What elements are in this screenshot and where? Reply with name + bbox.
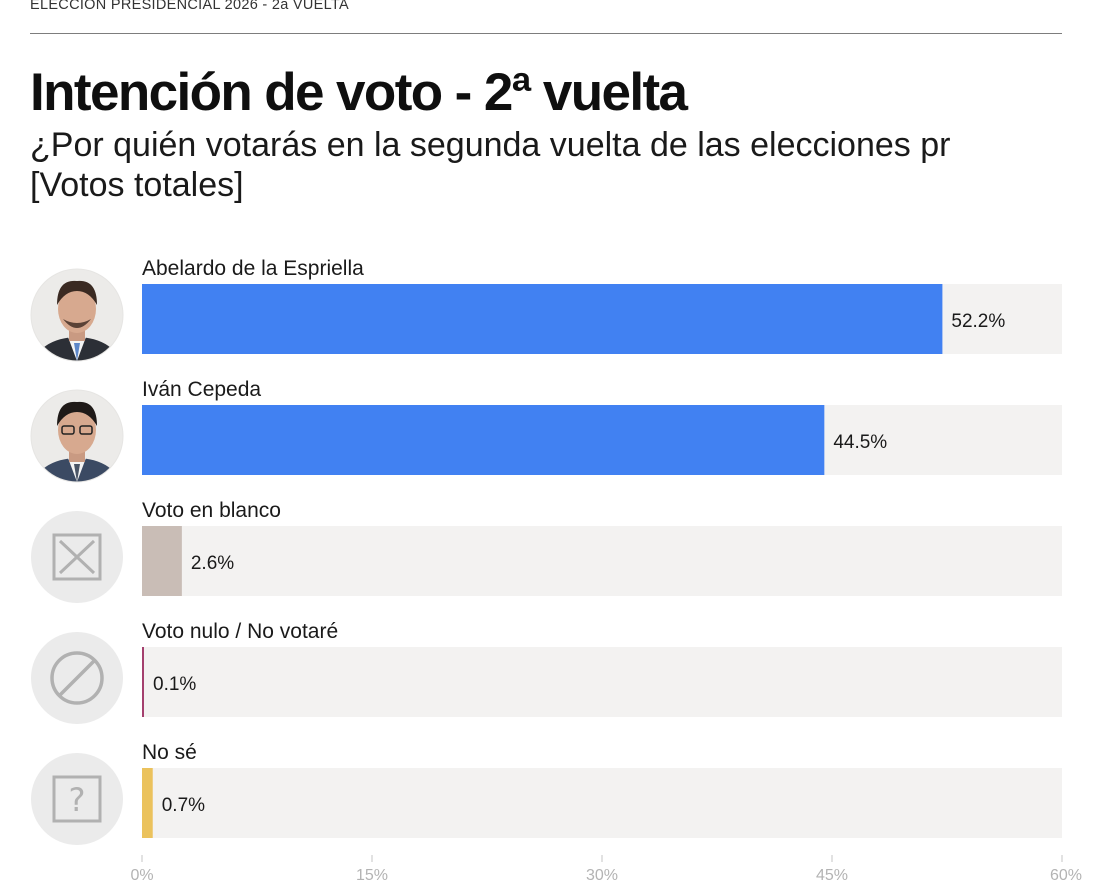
candidate-photo-0 xyxy=(30,268,124,362)
question-mark: ? xyxy=(69,781,86,819)
x-tick-label: 15% xyxy=(356,867,388,884)
category-label: Voto nulo / No votaré xyxy=(142,620,338,643)
value-label: 0.7% xyxy=(162,795,205,816)
chart-subtitle: ¿Por quién votarás en la segunda vuelta … xyxy=(30,125,1062,205)
bar xyxy=(142,284,943,354)
bar xyxy=(142,647,144,717)
category-label: Iván Cepeda xyxy=(142,378,261,401)
chart-title: Intención de voto - 2ª vuelta xyxy=(30,63,688,122)
category-label: No sé xyxy=(142,741,197,764)
bar-row: ? No sé 0.7% xyxy=(31,741,1062,845)
value-label: 52.2% xyxy=(951,311,1005,332)
bar-track xyxy=(142,647,1062,717)
bar xyxy=(142,526,182,596)
unknown-box xyxy=(52,775,102,823)
bar-track xyxy=(142,768,1062,838)
category-label: Voto en blanco xyxy=(142,499,281,522)
subtitle-line-1: ¿Por quién votarás en la segunda vuelta … xyxy=(30,126,951,164)
candidate-photo-1 xyxy=(30,389,124,483)
x-tick-label: 45% xyxy=(816,867,848,884)
bar-row: Voto en blanco 2.6% xyxy=(31,499,1062,603)
category-label: Abelardo de la Espriella xyxy=(142,257,364,280)
null-vote-ring xyxy=(50,651,104,705)
bar-row: Iván Cepeda 44.5% xyxy=(30,378,1062,483)
value-label: 44.5% xyxy=(833,432,887,453)
x-tick-label: 30% xyxy=(586,867,618,884)
x-tick-label: 0% xyxy=(130,867,153,884)
value-label: 2.6% xyxy=(191,553,234,574)
bar-row: Abelardo de la Espriella 52.2% xyxy=(30,257,1062,362)
bar xyxy=(142,768,153,838)
bar-row: Voto nulo / No votaré 0.1% xyxy=(31,620,1062,724)
null-vote-slash xyxy=(57,658,97,698)
kicker: ELECCIÓN PRESIDENCIAL 2026 - 2a VUELTA xyxy=(30,0,349,13)
divider xyxy=(30,33,1062,34)
x-tick-label: 60% xyxy=(1050,867,1082,884)
value-label: 0.1% xyxy=(153,674,196,695)
subtitle-line-2: [Votos totales] xyxy=(30,166,244,204)
blank-vote-box xyxy=(52,533,102,581)
bar-track xyxy=(142,526,1062,596)
bar xyxy=(142,405,825,475)
blank-vote-cross-b xyxy=(58,539,96,575)
